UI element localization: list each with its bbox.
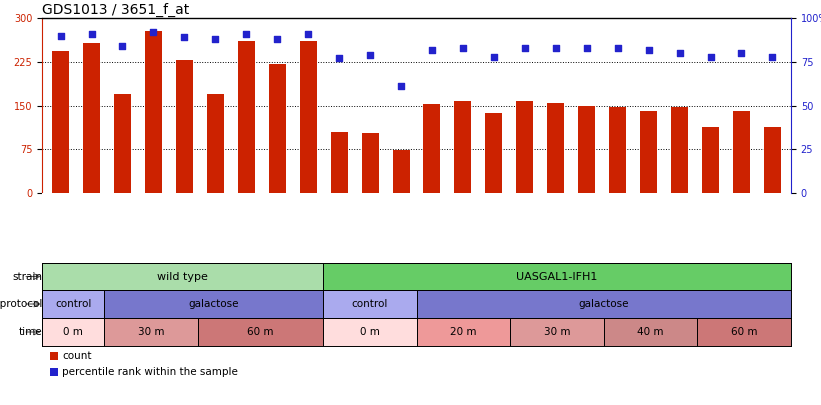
Bar xyxy=(42,263,323,290)
Bar xyxy=(609,107,626,193)
Bar xyxy=(764,127,781,193)
Point xyxy=(178,34,191,40)
Text: wild type: wild type xyxy=(157,271,208,281)
Text: 0 m: 0 m xyxy=(360,327,379,337)
Point xyxy=(518,45,531,51)
Bar xyxy=(392,150,410,193)
Bar xyxy=(52,51,69,193)
Point xyxy=(580,45,594,51)
Text: growth protocol: growth protocol xyxy=(0,299,42,309)
Bar xyxy=(516,101,534,193)
Bar xyxy=(424,104,441,193)
Point xyxy=(333,55,346,62)
Text: GDS1013 / 3651_f_at: GDS1013 / 3651_f_at xyxy=(42,3,190,17)
Point xyxy=(425,46,438,53)
Point xyxy=(209,36,222,42)
Bar xyxy=(104,318,198,346)
Bar xyxy=(733,111,750,193)
Bar xyxy=(207,94,224,193)
Point xyxy=(488,53,501,60)
Bar xyxy=(176,60,193,193)
Bar xyxy=(268,64,286,193)
Point xyxy=(611,45,624,51)
Point xyxy=(116,43,129,49)
Bar xyxy=(198,318,323,346)
Bar xyxy=(603,318,697,346)
Bar xyxy=(331,132,347,193)
Bar xyxy=(300,41,317,193)
Bar xyxy=(548,102,564,193)
Point xyxy=(301,30,314,37)
Point xyxy=(394,83,407,90)
Bar xyxy=(145,32,162,193)
Bar xyxy=(671,107,688,193)
Bar xyxy=(104,290,323,318)
Text: 30 m: 30 m xyxy=(544,327,571,337)
Bar xyxy=(510,318,603,346)
Bar xyxy=(42,318,104,346)
Bar xyxy=(238,41,255,193)
Point xyxy=(642,46,655,53)
Bar xyxy=(361,133,378,193)
Bar xyxy=(578,105,595,193)
Bar xyxy=(485,113,502,193)
Point xyxy=(54,32,67,39)
Text: 40 m: 40 m xyxy=(637,327,664,337)
Text: percentile rank within the sample: percentile rank within the sample xyxy=(62,367,238,377)
Bar xyxy=(323,263,791,290)
Point xyxy=(240,30,253,37)
Bar xyxy=(416,318,510,346)
Point xyxy=(364,51,377,58)
Text: time: time xyxy=(18,327,42,337)
Bar xyxy=(323,318,416,346)
Bar xyxy=(42,290,104,318)
Text: 60 m: 60 m xyxy=(731,327,758,337)
Bar xyxy=(640,111,657,193)
Bar xyxy=(454,101,471,193)
Bar xyxy=(416,290,791,318)
Point xyxy=(456,45,470,51)
Point xyxy=(147,29,160,35)
Text: 20 m: 20 m xyxy=(450,327,476,337)
Point xyxy=(673,50,686,56)
Point xyxy=(271,36,284,42)
Point xyxy=(766,53,779,60)
Text: control: control xyxy=(55,299,91,309)
Text: 60 m: 60 m xyxy=(247,327,273,337)
Point xyxy=(85,30,98,37)
Point xyxy=(549,45,562,51)
Text: strain: strain xyxy=(12,271,42,281)
Point xyxy=(704,53,717,60)
Text: control: control xyxy=(351,299,388,309)
Text: UASGAL1-IFH1: UASGAL1-IFH1 xyxy=(516,271,598,281)
Text: galactose: galactose xyxy=(579,299,629,309)
Point xyxy=(735,50,748,56)
Text: galactose: galactose xyxy=(188,299,239,309)
Text: 30 m: 30 m xyxy=(138,327,164,337)
Text: count: count xyxy=(62,351,91,361)
Bar xyxy=(697,318,791,346)
Bar xyxy=(83,43,100,193)
Text: 0 m: 0 m xyxy=(63,327,83,337)
Bar xyxy=(323,290,416,318)
Bar xyxy=(702,127,719,193)
Bar xyxy=(114,94,131,193)
